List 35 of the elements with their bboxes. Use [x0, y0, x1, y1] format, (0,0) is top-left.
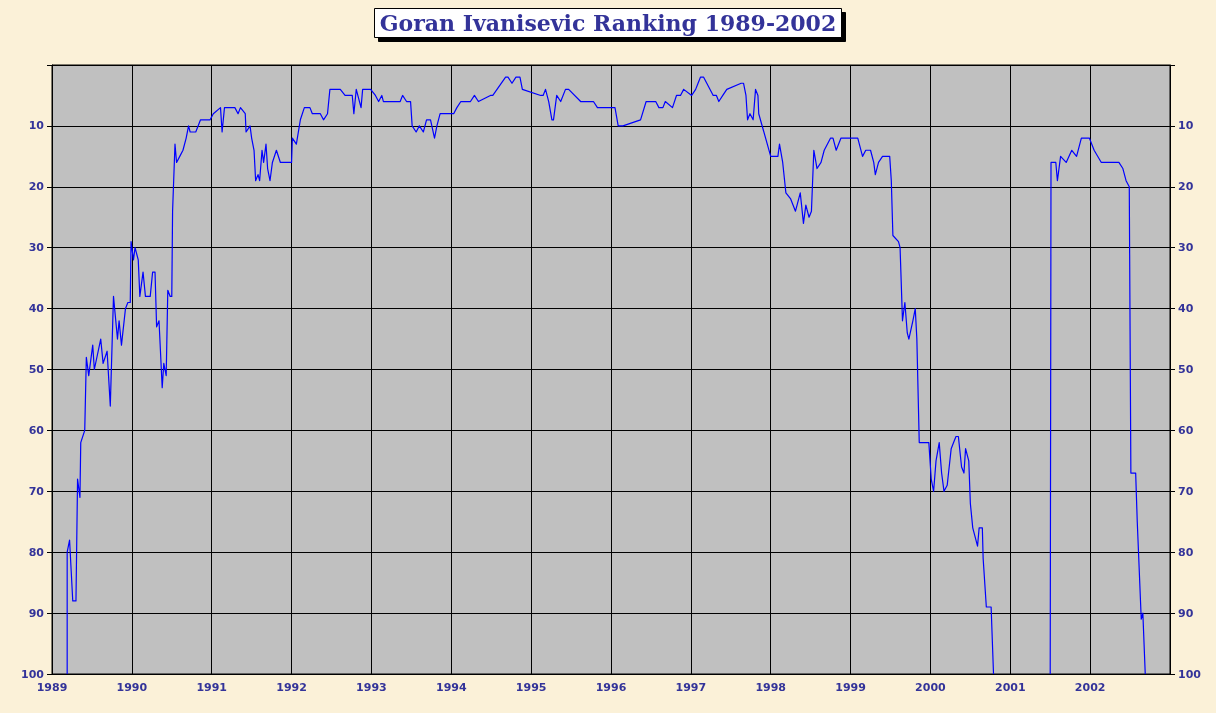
x-tick-label: 1990: [116, 681, 148, 694]
y-tick-label: 10: [28, 119, 45, 133]
x-tick-label: 1996: [595, 681, 627, 694]
y2-tick-label: 50: [1178, 363, 1194, 376]
y2-tick-label: 10: [1178, 119, 1194, 133]
x-tick-label: 1994: [435, 681, 467, 694]
x-tick-label: 1995: [515, 681, 547, 694]
x-tick-label: 1992: [276, 681, 307, 694]
y-tick-label: 80: [28, 545, 45, 559]
x-tick-label: 1989: [36, 681, 68, 694]
y-tick-label: 50: [28, 363, 45, 376]
x-tick-label: 2000: [915, 681, 947, 694]
y2-tick-label: 100: [1178, 667, 1202, 681]
y2-tick-label: 40: [1178, 302, 1194, 316]
x-tick-label: 1999: [835, 681, 866, 694]
x-tick-label: 1991: [196, 681, 228, 694]
x-tick-label: 1993: [356, 681, 387, 694]
x-tick-label: 1998: [755, 681, 787, 694]
x-tick-label: 1997: [675, 681, 707, 694]
y-tick-label: 90: [28, 606, 45, 620]
y2-tick-label: 90: [1178, 606, 1194, 620]
y2-tick-label: 60: [1178, 423, 1194, 437]
y-tick-label: 70: [28, 484, 45, 498]
x-tick-label: 2001: [994, 681, 1026, 694]
chart-title: Goran Ivanisevic Ranking 1989-2002: [379, 10, 837, 36]
y-tick-label: 100: [21, 667, 45, 681]
y-tick-label: 30: [28, 241, 45, 255]
y2-tick-label: 70: [1178, 484, 1194, 498]
y-tick-label: 40: [28, 302, 45, 316]
y2-tick-label: 20: [1178, 180, 1194, 194]
y-tick-label: 20: [28, 180, 45, 194]
x-tick-label: 2002: [1074, 681, 1106, 694]
y2-tick-label: 80: [1178, 545, 1194, 559]
y2-tick-label: 30: [1178, 241, 1194, 255]
y-tick-label: 60: [28, 423, 45, 437]
